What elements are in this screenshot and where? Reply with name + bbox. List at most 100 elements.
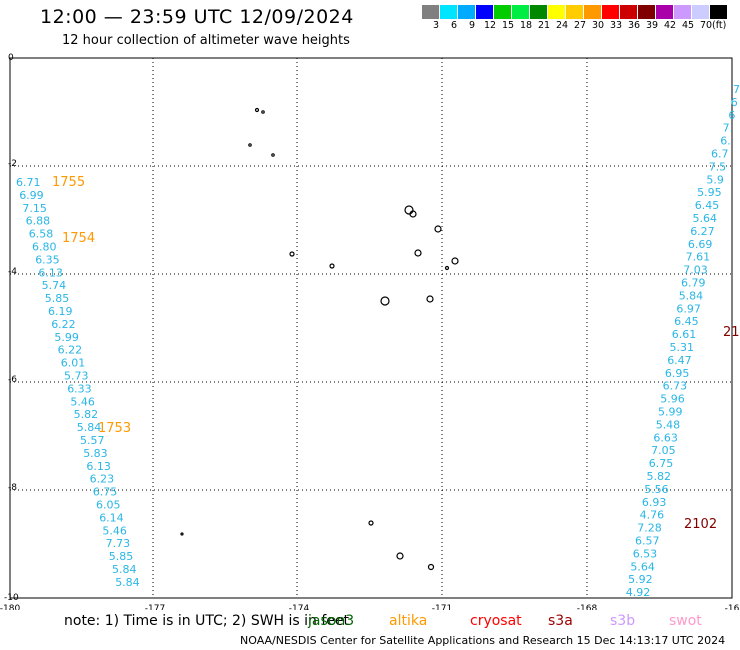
wave-height-value: 6.13	[38, 266, 63, 279]
wave-height-value: 7.	[723, 122, 734, 135]
x-tick-label: -177	[145, 604, 165, 610]
wave-height-value: 5.84	[112, 563, 137, 576]
wave-height-value: 6.45	[695, 199, 720, 212]
island-outline	[329, 263, 335, 269]
y-tick-label: -10	[4, 593, 19, 603]
wave-height-value: 6.95	[665, 367, 690, 380]
map-subtitle: 12 hour collection of altimeter wave hei…	[62, 33, 350, 48]
island-outline	[254, 107, 260, 113]
wave-height-value: 6.7	[711, 148, 729, 161]
wave-height-value: 5.9	[706, 173, 724, 186]
island-outline	[368, 520, 374, 526]
scale-label: 27	[574, 20, 587, 31]
island-outline	[380, 296, 390, 306]
island-outline	[396, 552, 404, 560]
wave-height-value: 6.22	[51, 318, 75, 331]
y-tick-label: -6	[8, 375, 17, 385]
island-outline	[414, 249, 422, 257]
wave-height-value: 6.71	[16, 176, 41, 189]
wave-height-value: 5.85	[45, 292, 70, 305]
pass-time-label: 21	[723, 325, 740, 340]
wave-height-value: 5.82	[647, 470, 672, 483]
wave-height-value: 5.64	[693, 212, 718, 225]
wave-height-value: 6.75	[93, 486, 118, 499]
scale-label: 36	[628, 20, 641, 31]
scale-swatch	[440, 5, 458, 19]
wave-height-value: 6.88	[26, 215, 50, 228]
scale-swatch	[584, 5, 602, 19]
x-tick-label: -168	[577, 604, 598, 610]
wave-height-value: 5.92	[628, 573, 653, 586]
scale-swatch	[548, 5, 566, 19]
wave-height-value: 7.73	[106, 537, 131, 550]
wave-height-value: 5.56	[644, 483, 669, 496]
wave-height-value: 6.14	[99, 511, 124, 524]
scale-swatch	[692, 5, 710, 19]
wave-height-value: 5.85	[109, 550, 134, 563]
island-outline	[444, 265, 450, 271]
island-outline	[451, 257, 459, 265]
wave-height-value: 6.69	[688, 238, 713, 251]
scale-label: 24	[556, 20, 569, 31]
wave-height-value: 7.15	[22, 202, 47, 215]
scale-label: 30	[592, 20, 605, 31]
wave-height-value: 7.03	[683, 264, 708, 277]
pass-time-label: 1755	[52, 175, 85, 190]
wave-height-value: 6.01	[61, 357, 86, 370]
wave-height-value: 6.58	[29, 228, 54, 241]
scale-swatch	[602, 5, 620, 19]
wave-height-value: 5.99	[658, 406, 683, 419]
scale-label: 70	[700, 20, 713, 31]
wave-height-value: 5.95	[697, 186, 722, 199]
island-outline	[248, 143, 252, 147]
wave-height-value: 6.79	[681, 277, 706, 290]
satellite-legend-item: jason3	[308, 613, 355, 629]
island-outline	[426, 295, 434, 303]
island-outline	[434, 225, 442, 233]
scale-swatch	[476, 5, 494, 19]
wave-height-value: 6.05	[96, 499, 121, 512]
satellite-legend-item: s3b	[610, 613, 636, 629]
x-tick-label: -174	[289, 604, 310, 610]
scale-swatch	[422, 5, 440, 19]
scale-label: 21	[538, 20, 551, 31]
wave-height-value: 6.61	[672, 328, 697, 341]
wave-height-value: 5.99	[54, 331, 79, 344]
wave-height-value: 5.64	[630, 560, 655, 573]
scale-swatch	[512, 5, 530, 19]
wave-height-value: 6.93	[642, 496, 667, 509]
scale-label: 9	[469, 20, 476, 31]
scale-swatch	[656, 5, 674, 19]
satellite-legend-item: s3a	[548, 613, 573, 629]
scale-label: 39	[646, 20, 659, 31]
wave-height-value: 6.53	[633, 547, 658, 560]
scale-label: 33	[610, 20, 623, 31]
map-title: 12:00 — 23:59 UTC 12/09/2024	[40, 6, 354, 28]
satellite-legend-item: altika	[389, 613, 428, 629]
wave-height-value: 6.35	[35, 253, 60, 266]
wave-height-value: 6.23	[90, 473, 115, 486]
wave-height-value: 4.76	[640, 509, 665, 522]
wave-height-value: 5.74	[42, 279, 67, 292]
wave-height-value: 6	[731, 96, 738, 109]
island-outline	[427, 563, 435, 571]
note-text: note: 1) Time is in UTC; 2) SWH is in fe…	[64, 613, 350, 629]
wave-height-value: 5.83	[83, 447, 108, 460]
wave-height-value: 4.92	[626, 586, 651, 599]
satellite-legend-item: swot	[669, 613, 702, 629]
y-tick-label: -4	[8, 267, 17, 277]
wave-height-value: 6.27	[690, 225, 715, 238]
wave-height-value: 5.84	[679, 289, 704, 302]
pass-time-label: 1753	[98, 421, 131, 436]
scale-label: 18	[520, 20, 533, 31]
wave-height-value: 6.	[720, 135, 731, 148]
scale-label: 15	[502, 20, 515, 31]
wave-height-value: 6.47	[667, 354, 692, 367]
wave-height-map: -180 -177 -174 -171 -168 -160-2-4-6-8-106.716…	[0, 53, 740, 610]
wave-height-value: 5.84	[77, 421, 102, 434]
color-scale-bar	[422, 5, 728, 19]
y-tick-label: -8	[8, 483, 17, 493]
map-frame	[9, 57, 733, 599]
scale-swatch	[530, 5, 548, 19]
wave-height-value: 6.57	[635, 535, 660, 548]
